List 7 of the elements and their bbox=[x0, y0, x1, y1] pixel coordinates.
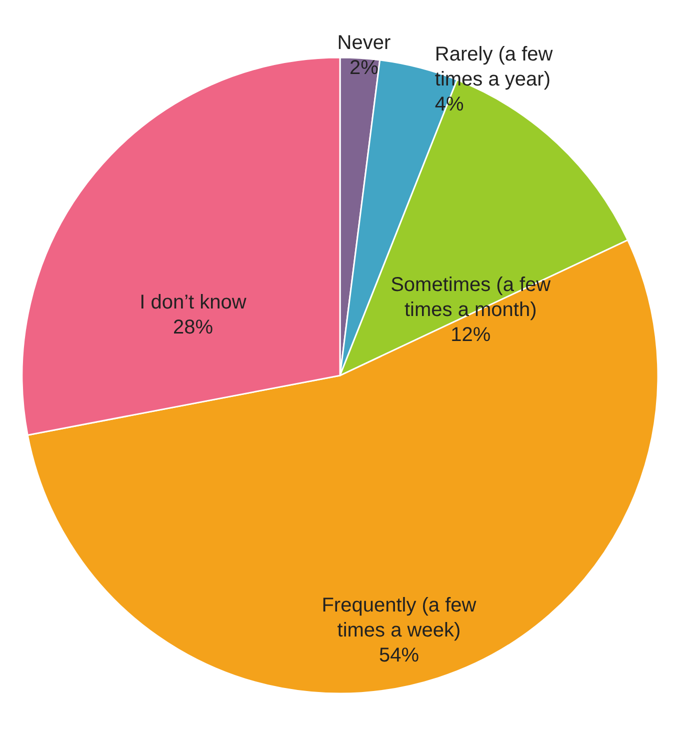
slice-label: Frequently (a few times a week) bbox=[322, 594, 477, 642]
data-label: 54% bbox=[378, 644, 420, 666]
data-label: 2% bbox=[350, 57, 379, 80]
slice-label: I don’t know bbox=[140, 291, 247, 314]
data-label: 12% bbox=[450, 324, 491, 346]
slice-label: Never bbox=[337, 32, 391, 54]
data-label: 28% bbox=[172, 316, 214, 338]
